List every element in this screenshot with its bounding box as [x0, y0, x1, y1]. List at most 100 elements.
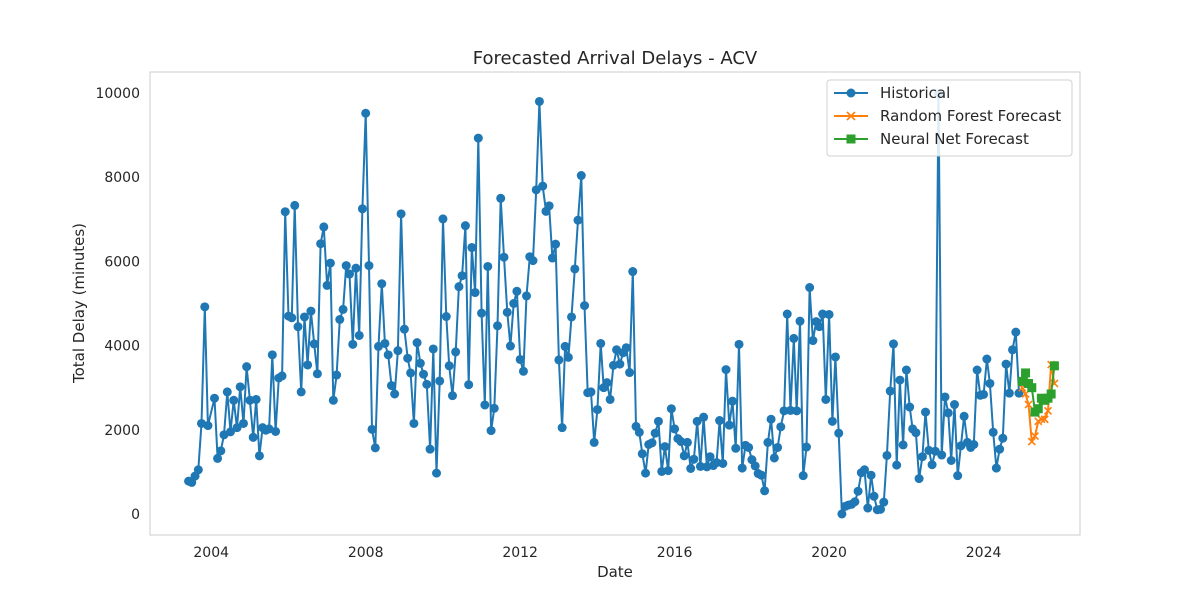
y-axis-label: Total Delay (minutes): [70, 223, 88, 384]
data-point: [470, 288, 480, 298]
data-point: [808, 336, 818, 346]
data-point: [354, 330, 364, 340]
legend-label-historical: Historical: [880, 84, 950, 102]
data-point: [866, 470, 876, 480]
data-point: [863, 503, 873, 513]
data-point: [242, 362, 252, 372]
data-point: [216, 446, 226, 456]
legend-entry-neural-net: Neural Net Forecast: [834, 130, 1029, 148]
data-point: [551, 239, 561, 249]
data-point: [647, 438, 657, 448]
data-point: [940, 392, 950, 402]
data-point: [596, 338, 606, 348]
data-point: [682, 437, 692, 447]
data-point: [280, 207, 290, 217]
data-point: [1027, 437, 1036, 446]
data-point: [480, 400, 490, 410]
data-point: [1017, 376, 1027, 386]
data-point: [464, 380, 474, 390]
data-point: [361, 108, 371, 118]
data-point: [319, 222, 329, 232]
data-point: [248, 432, 258, 442]
data-point: [567, 312, 577, 322]
data-point: [1030, 432, 1040, 441]
data-point: [972, 365, 982, 375]
data-point: [306, 306, 316, 316]
legend-marker-neural-net: [846, 134, 856, 144]
x-tick-label: 2012: [502, 545, 538, 561]
data-point: [435, 376, 445, 386]
data-point: [576, 171, 586, 181]
data-point: [1001, 359, 1011, 369]
data-point: [357, 204, 367, 214]
data-point: [898, 440, 908, 450]
data-point: [650, 428, 660, 438]
data-point: [528, 256, 538, 266]
data-point: [370, 443, 380, 453]
data-point: [254, 451, 264, 461]
data-point: [763, 437, 773, 447]
data-point: [969, 440, 979, 450]
data-point: [773, 442, 783, 452]
data-point: [943, 408, 953, 418]
data-point: [589, 437, 599, 447]
data-point: [731, 443, 741, 453]
data-point: [705, 452, 715, 462]
data-point: [882, 450, 892, 460]
legend-entry-historical: Historical: [834, 84, 950, 102]
data-point: [1046, 389, 1056, 399]
data-point: [946, 455, 956, 465]
data-point: [386, 381, 396, 391]
data-point: [621, 343, 631, 353]
data-point: [625, 368, 635, 378]
data-point: [570, 264, 580, 274]
data-point: [451, 347, 461, 357]
data-point: [328, 395, 338, 405]
legend-marker-historical: [846, 88, 856, 98]
data-point: [805, 283, 815, 293]
data-point: [1033, 404, 1043, 414]
data-point: [467, 243, 477, 253]
data-point: [438, 214, 448, 224]
data-point: [380, 338, 390, 348]
data-point: [670, 424, 680, 434]
data-point: [296, 387, 306, 397]
data-point: [953, 471, 963, 481]
data-point: [563, 352, 573, 362]
data-point: [457, 271, 467, 281]
data-point: [827, 416, 837, 426]
data-point: [737, 463, 747, 473]
data-point: [399, 324, 409, 334]
legend-entry-random-forest: Random Forest Forecast: [834, 107, 1061, 125]
data-point: [509, 299, 519, 308]
data-point: [419, 369, 429, 379]
data-point: [460, 221, 470, 231]
data-point: [917, 452, 927, 462]
data-point: [290, 200, 300, 210]
data-point: [824, 309, 834, 319]
y-tick-label: 10000: [95, 86, 140, 102]
data-point: [477, 308, 487, 318]
data-point: [760, 486, 770, 496]
x-tick-label: 2020: [811, 545, 847, 561]
data-point: [792, 406, 802, 416]
data-point: [499, 252, 509, 262]
data-point: [911, 428, 921, 438]
data-point: [666, 404, 676, 414]
data-point: [447, 391, 457, 401]
data-point: [505, 341, 515, 351]
data-point: [383, 350, 393, 360]
data-point: [699, 412, 709, 422]
data-point: [801, 442, 811, 452]
data-point: [634, 427, 644, 437]
data-point: [724, 420, 734, 430]
data-point: [988, 427, 998, 437]
data-point: [222, 387, 232, 397]
data-point: [901, 365, 911, 375]
data-point: [483, 261, 493, 271]
data-point: [493, 321, 503, 331]
data-point: [393, 346, 403, 356]
data-point: [888, 339, 898, 349]
data-point: [937, 450, 947, 460]
legend: Historical Random Forest Forecast Neural…: [826, 79, 1073, 157]
